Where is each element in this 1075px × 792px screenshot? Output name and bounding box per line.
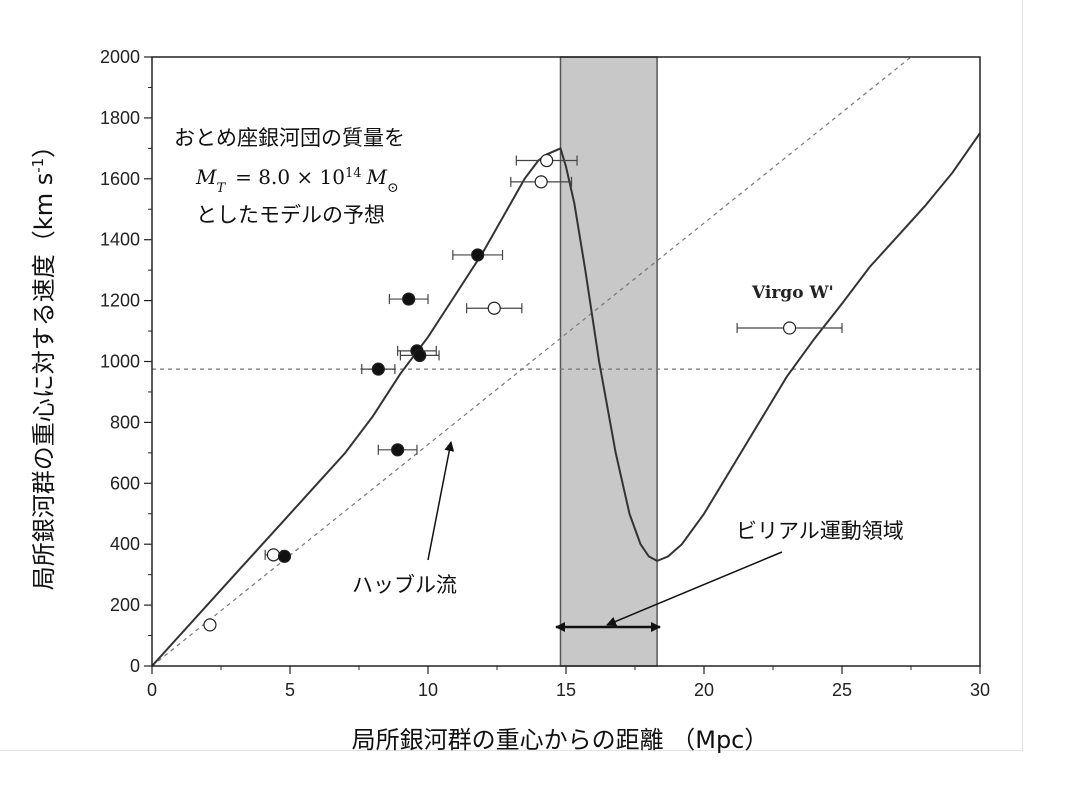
x-axis-title: 局所銀河群の重心からの距離 （Mpc） (352, 726, 769, 754)
y-axis-title: 局所銀河群の重心に対する速度（km s-1） (29, 134, 58, 590)
frame-bottom-edge (0, 750, 1023, 751)
formula-t-sub: T (216, 181, 226, 196)
open-point-0 (203, 618, 217, 632)
y-tick-label-2000: 2000 (100, 47, 140, 67)
virgo-label: Virgo W' (751, 283, 834, 303)
x-tick-label-20: 20 (694, 680, 714, 700)
x-tick-label-10: 10 (418, 680, 438, 700)
y-tick-label-0: 0 (130, 656, 140, 676)
y-axis-title-sup: -1 (29, 158, 47, 173)
filled-point-1 (391, 443, 405, 457)
open-point-1 (266, 548, 281, 562)
model-title: おとめ座銀河団の質量を (174, 126, 405, 150)
y-tick-label-1200: 1200 (100, 291, 140, 311)
y-tick-label-1800: 1800 (100, 108, 140, 128)
y-tick-label-1400: 1400 (100, 230, 140, 250)
y-axis-title-end: ） (30, 134, 58, 158)
formula-m: M (195, 165, 217, 189)
filled-point-3 (402, 292, 416, 306)
filled-point-2 (371, 362, 385, 376)
filled-point-5 (413, 348, 427, 363)
x-tick-label-25: 25 (832, 680, 852, 700)
virial-region-band (559, 56, 658, 667)
formula-exp: 14 (345, 166, 362, 181)
hubble-label: ハッブル流 (352, 573, 457, 597)
formula-m2: M (366, 165, 388, 189)
formula-mid: = 8.0 × 10 (235, 165, 345, 189)
filled-point-6 (471, 248, 485, 262)
virial-label: ビリアル運動領域 (736, 519, 904, 543)
y-axis-title-main: 局所銀河群の重心に対する速度（km s (30, 173, 58, 590)
frame-right-edge (1022, 0, 1023, 750)
x-tick-label-30: 30 (970, 680, 990, 700)
y-tick-label-200: 200 (110, 595, 140, 615)
model-caption: としたモデルの予想 (196, 203, 385, 227)
y-tick-label-1600: 1600 (100, 169, 140, 189)
y-tick-label-600: 600 (110, 473, 140, 493)
x-tick-label-5: 5 (285, 680, 295, 700)
hubble-flow-line (152, 57, 912, 666)
virial-pointer-arrow (606, 551, 783, 627)
open-point-2 (487, 301, 501, 315)
x-tick-label-15: 15 (556, 680, 576, 700)
model-curve (152, 132, 980, 666)
open-point-3 (534, 175, 548, 189)
filled-point-0 (277, 549, 292, 563)
x-tick-label-0: 0 (147, 680, 157, 700)
open-point-5 (782, 321, 797, 335)
open-point-4 (540, 153, 554, 168)
model-formula: MT = 8.0 × 1014 M⊙ (195, 165, 399, 196)
hubble-arrow (427, 441, 455, 561)
y-tick-label-1000: 1000 (100, 352, 140, 372)
y-tick-label-400: 400 (110, 534, 140, 554)
y-tick-label-800: 800 (110, 412, 140, 432)
formula-sun-sub: ⊙ (387, 180, 399, 196)
